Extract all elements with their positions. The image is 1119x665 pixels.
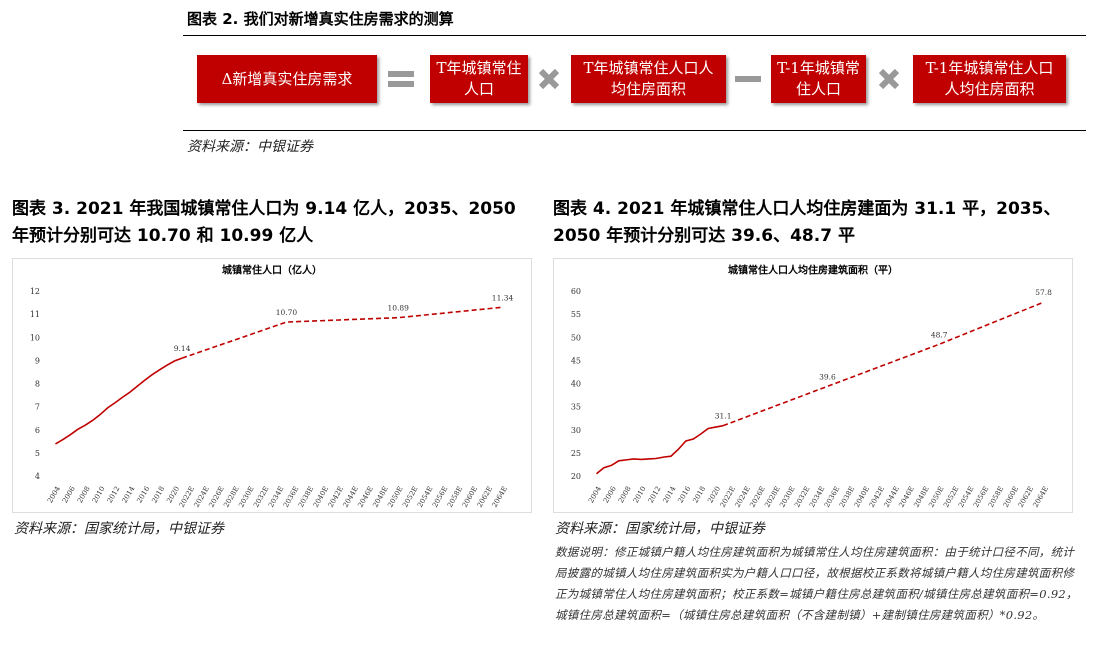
series-line — [722, 301, 1044, 427]
data-label: 31.1 — [715, 412, 732, 421]
formula-box: T年城镇常住人口人均住房面积 — [571, 55, 726, 103]
y-tick-label: 5 — [35, 449, 40, 458]
formula-box: T-1年城镇常住人口人均住房面积 — [913, 55, 1066, 103]
data-label: 11.34 — [492, 293, 514, 302]
x-tick-label: 2004 — [46, 485, 62, 505]
source: 资料来源：中银证券 — [187, 139, 313, 155]
y-tick-label: 4 — [35, 472, 40, 481]
y-tick-label: 55 — [571, 310, 581, 319]
operators — [388, 68, 900, 90]
y-tick-label: 35 — [571, 403, 581, 412]
chart-title: 城镇常住人口人均住房建筑面积（平） — [728, 264, 898, 277]
x-tick-label: 2012 — [106, 485, 122, 504]
x-tick-label: 2006 — [61, 485, 77, 505]
minus-sign — [735, 76, 761, 82]
x-tick-label: 2016 — [676, 485, 692, 505]
x-tick-label: 2004 — [587, 485, 603, 505]
source: 资料来源：国家统计局，中银证券 — [555, 521, 765, 537]
series-line — [181, 306, 503, 359]
rule — [183, 130, 1086, 131]
y-tick-label: 7 — [35, 403, 40, 412]
figure-title: 图表 3. 2021 年我国城镇常住人口为 9.14 亿人，2035、2050 … — [12, 199, 516, 246]
x-tick-label: 2006 — [602, 485, 618, 505]
x-tick-label: 2018 — [150, 485, 166, 504]
data-label: 48.7 — [931, 330, 948, 339]
x-tick-label: 2010 — [632, 485, 648, 504]
y-tick-label: 11 — [30, 310, 40, 319]
chart-title: 城镇常住人口（亿人） — [222, 264, 322, 277]
series-line — [595, 424, 724, 475]
y-tick-label: 6 — [35, 426, 40, 435]
times-sign — [538, 68, 560, 90]
x-tick-label: 2018 — [691, 485, 707, 504]
x-tick-label: 2014 — [662, 485, 678, 505]
times-sign — [878, 68, 900, 90]
formula-box: T-1年城镇常住人口 — [771, 55, 866, 103]
data-label: 10.89 — [387, 304, 409, 313]
figure-title: 图表 4. 2021 年城镇常住人口人均住房建面为 31.1 平，2035、20… — [553, 199, 1061, 246]
data-note: 数据说明：修正城镇户籍人均住房建筑面积为城镇常住人均住房建筑面积：由于统计口径不… — [555, 545, 1078, 622]
x-tick-label: 2010 — [91, 485, 107, 504]
x-tick-label: 2012 — [647, 485, 663, 504]
chart-frame — [553, 258, 1073, 513]
y-tick-label: 60 — [571, 287, 581, 296]
x-tick-label: 2008 — [76, 485, 92, 504]
data-label: 10.70 — [276, 308, 298, 317]
y-tick-label: 25 — [571, 449, 581, 458]
formula-box: Δ新增真实住房需求 — [197, 55, 377, 103]
x-tick-label: 2016 — [135, 485, 151, 505]
equals-sign — [388, 71, 414, 87]
data-label: 57.8 — [1035, 288, 1052, 297]
data-label: 9.14 — [174, 344, 191, 353]
y-tick-label: 40 — [571, 380, 581, 389]
y-tick-label: 20 — [571, 472, 581, 481]
x-tick-label: 2014 — [121, 485, 137, 505]
figure-title: 图表 2. 我们对新增真实住房需求的测算 — [187, 10, 454, 28]
y-tick-label: 10 — [30, 333, 40, 342]
y-tick-label: 45 — [571, 356, 581, 365]
formula-box: T年城镇常住人口 — [430, 55, 528, 103]
y-tick-label: 9 — [35, 356, 40, 365]
data-label: 39.6 — [819, 372, 836, 381]
y-tick-label: 30 — [571, 426, 581, 435]
chart-frame — [12, 258, 532, 513]
y-tick-label: 8 — [35, 380, 40, 389]
rule — [183, 35, 1086, 36]
y-tick-label: 12 — [30, 287, 40, 296]
source: 资料来源：国家统计局，中银证券 — [14, 521, 224, 537]
series-line — [55, 357, 183, 445]
y-tick-label: 50 — [571, 333, 581, 342]
x-tick-label: 2008 — [617, 485, 633, 504]
